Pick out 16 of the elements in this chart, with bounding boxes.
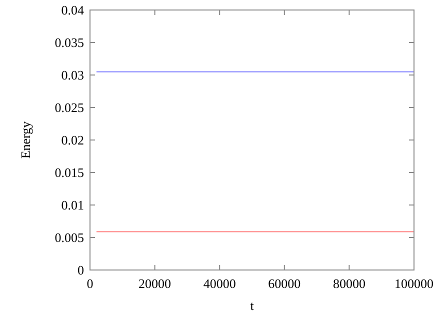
x-tick-label: 60000	[268, 276, 301, 291]
y-tick-label: 0	[78, 262, 84, 278]
x-tick-label: 40000	[203, 276, 236, 291]
y-axis-title: Energy	[18, 120, 33, 159]
y-tick-label: 0.005	[54, 230, 84, 246]
x-tick-label: 20000	[138, 276, 172, 291]
y-tick-label: 0.035	[54, 35, 84, 50]
x-tick-label: 100000	[394, 276, 434, 291]
y-tick-label: 0.015	[54, 165, 84, 180]
x-axis-title: t	[250, 298, 254, 313]
y-tick-label: 0.04	[61, 2, 84, 18]
y-tick-label: 0.02	[61, 132, 84, 148]
x-tick-label: 80000	[332, 276, 366, 291]
y-tick-label: 0.03	[61, 68, 84, 83]
y-tick-label: 0.01	[61, 198, 84, 213]
y-tick-label: 0.025	[54, 100, 84, 116]
